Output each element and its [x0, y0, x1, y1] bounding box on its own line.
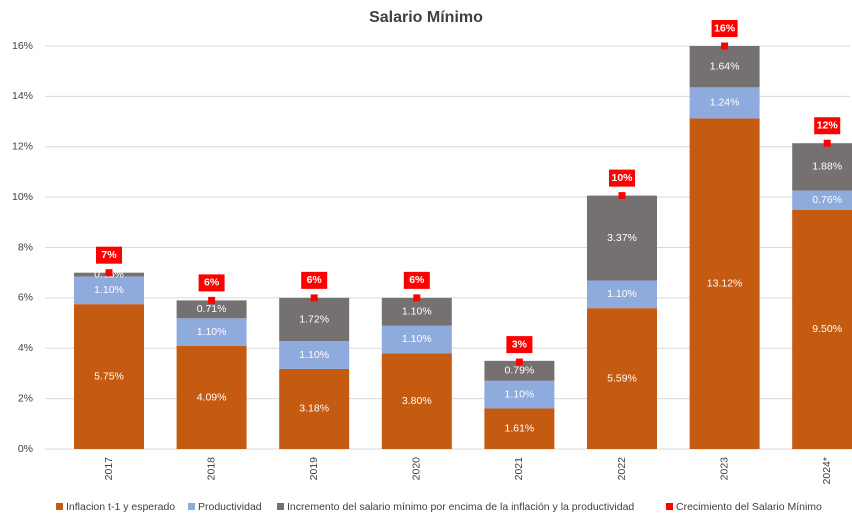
bar-segment	[176, 318, 247, 346]
bar-segment	[381, 325, 452, 354]
chart-title: Salario Mínimo	[369, 9, 483, 26]
y-tick-label: 10%	[12, 191, 33, 203]
x-tick-label: 2019	[308, 457, 320, 481]
legend-label: Productividad	[198, 501, 262, 513]
bar-segment	[279, 341, 350, 369]
data-label: 3.37%	[607, 232, 637, 244]
data-label: 16%	[714, 22, 736, 34]
label-box	[506, 336, 533, 354]
data-label: 3.18%	[299, 403, 329, 415]
data-label: 1.10%	[299, 349, 329, 361]
y-tick-label: 4%	[18, 342, 33, 354]
y-tick-label: 0%	[18, 443, 33, 455]
data-label: 4.09%	[197, 391, 227, 403]
bar-segment	[689, 87, 760, 119]
y-tick-label: 16%	[12, 40, 33, 52]
x-tick-label: 2020	[411, 457, 423, 481]
data-label: 7%	[101, 249, 117, 261]
bar-segment	[792, 143, 852, 191]
bar-segment	[792, 190, 852, 210]
bar-segment	[381, 297, 452, 326]
y-tick-label: 2%	[18, 392, 33, 404]
marker	[208, 296, 216, 304]
bar-segment	[279, 368, 350, 449]
data-label: 5.75%	[94, 370, 124, 382]
data-label: 5.59%	[607, 372, 637, 384]
x-tick-label: 2018	[205, 457, 217, 481]
data-label: 1.61%	[505, 423, 535, 435]
data-label: 1.10%	[505, 388, 535, 400]
data-label: 12%	[817, 120, 839, 132]
y-tick-label: 8%	[18, 241, 33, 253]
bar-segment	[381, 353, 452, 449]
label-box	[96, 246, 122, 264]
bar-segment	[792, 209, 852, 449]
data-label: 6%	[409, 274, 425, 286]
data-label: 0.76%	[812, 194, 842, 206]
x-tick-label: 2021	[513, 457, 525, 481]
data-label: 1.10%	[607, 288, 637, 300]
data-label: 9.50%	[812, 323, 842, 335]
marker	[721, 42, 729, 50]
bar-segment	[587, 308, 657, 449]
marker	[413, 294, 421, 302]
data-label: 1.72%	[299, 313, 329, 325]
label-box	[403, 271, 430, 289]
bar-segment	[689, 118, 760, 449]
legend-swatch	[188, 503, 195, 510]
x-tick-label: 2022	[616, 457, 628, 481]
data-label: 1.10%	[94, 284, 124, 296]
legend-swatch	[277, 503, 284, 510]
data-label: 10%	[611, 172, 633, 184]
x-tick-label: 2024*	[821, 457, 833, 484]
data-label: 6%	[307, 274, 323, 286]
marker	[310, 294, 318, 302]
bar-segment	[587, 195, 657, 281]
label-box	[301, 271, 328, 289]
data-label: 1.64%	[710, 60, 740, 72]
data-label: 3%	[512, 338, 528, 350]
bar-segment	[74, 276, 144, 305]
x-tick-label: 2023	[718, 457, 730, 481]
data-label: 0.71%	[197, 303, 227, 315]
bar-segment	[176, 300, 247, 319]
legend-label: Inflacion t-1 y esperado	[66, 501, 175, 513]
legend-label: Crecimiento del Salario Mínimo	[676, 501, 822, 513]
legend-swatch	[666, 503, 673, 510]
x-tick-label: 2017	[103, 457, 115, 481]
bar-segment	[689, 46, 760, 88]
data-label: 1.10%	[402, 306, 432, 318]
y-tick-label: 6%	[18, 292, 33, 304]
data-label: 1.88%	[812, 161, 842, 173]
legend-swatch	[56, 503, 63, 510]
marker	[618, 192, 626, 200]
y-tick-label: 12%	[12, 141, 33, 153]
data-label: 1.10%	[402, 333, 432, 345]
legend-label: Incremento del salario mínimo por encima…	[287, 501, 634, 513]
marker	[515, 358, 523, 366]
bar-segment	[484, 380, 555, 409]
bar-segment	[484, 408, 555, 449]
y-tick-label: 14%	[12, 90, 33, 102]
data-label: 3.80%	[402, 395, 432, 407]
data-label: 1.24%	[710, 97, 740, 109]
data-label: 1.10%	[197, 326, 227, 338]
label-box	[814, 117, 841, 135]
bar-segment	[587, 280, 657, 309]
label-box	[609, 169, 635, 187]
data-label: 6%	[204, 277, 220, 289]
data-label: 13.12%	[707, 278, 743, 290]
label-box	[198, 274, 225, 292]
marker	[105, 269, 113, 277]
bar-segment	[279, 297, 350, 342]
label-box	[711, 20, 738, 37]
data-label: 0.79%	[505, 365, 535, 377]
bar-segment	[74, 304, 144, 449]
bar-segment	[484, 360, 555, 381]
bar-segment	[176, 345, 247, 449]
marker	[823, 139, 831, 147]
